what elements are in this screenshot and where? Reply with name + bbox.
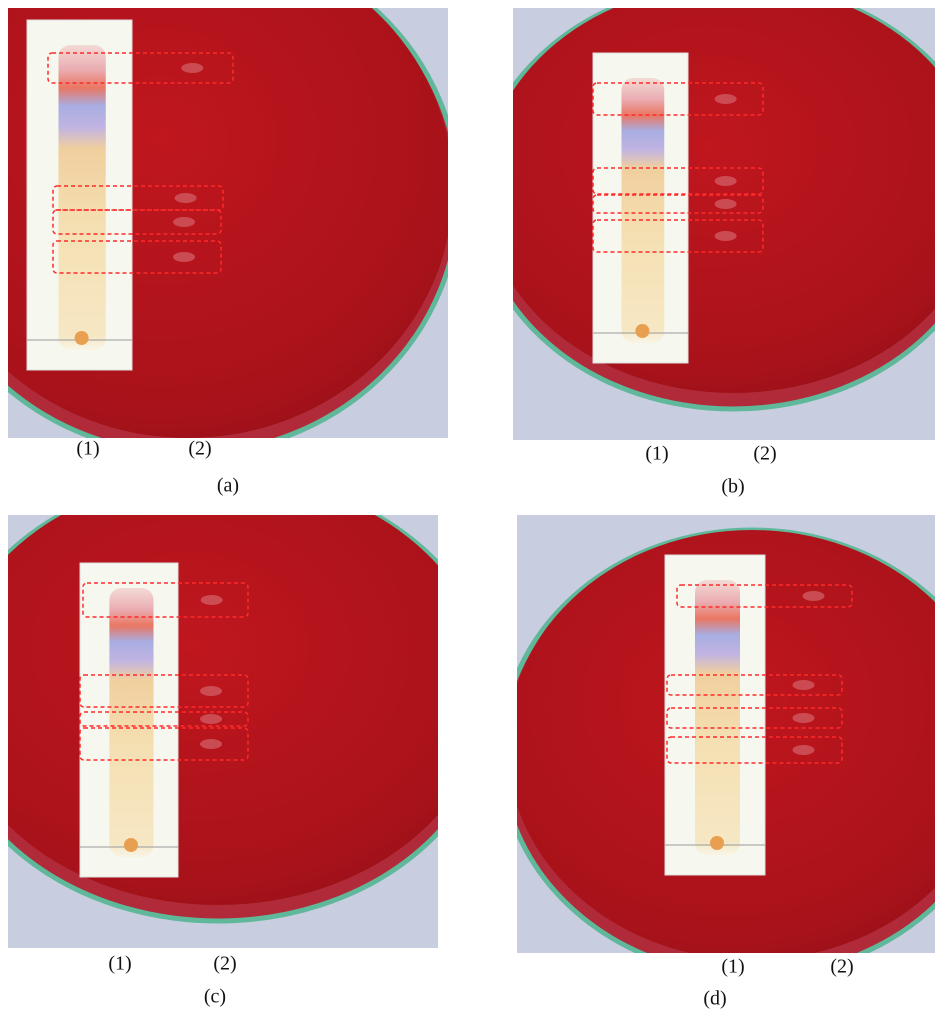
zone [200, 714, 222, 724]
photo [501, 515, 939, 976]
photo [0, 0, 459, 454]
zone [803, 591, 825, 601]
spot [124, 838, 138, 852]
zone [793, 713, 815, 723]
lane-label: (1) [645, 443, 668, 465]
spot [75, 331, 89, 345]
zone [200, 686, 222, 696]
lane-label: (1) [108, 953, 131, 975]
photo [477, 0, 939, 440]
zone [181, 63, 203, 73]
lane [59, 45, 106, 350]
zone [175, 193, 197, 203]
zone [715, 199, 737, 209]
zone [793, 745, 815, 755]
zone [173, 217, 195, 227]
zone [173, 252, 195, 262]
lane [109, 588, 153, 857]
panel-caption: (c) [204, 986, 226, 1008]
spot [710, 836, 724, 850]
lane [695, 580, 740, 855]
lane-label: (2) [188, 438, 211, 460]
panel-caption: (d) [703, 988, 726, 1010]
zone [715, 231, 737, 241]
panel-caption: (b) [721, 476, 744, 498]
zone [201, 595, 223, 605]
zone [793, 680, 815, 690]
lane [622, 78, 665, 343]
panel-caption: (a) [217, 475, 239, 497]
zone [200, 739, 222, 749]
zone [715, 176, 737, 186]
lane-label: (1) [76, 438, 99, 460]
zone [715, 94, 737, 104]
photo [0, 475, 494, 948]
lane-label: (2) [830, 956, 853, 978]
figure: (1) (2) (a) (1) (2) (b) (1) (2) (c) (1) (2) (d) [0, 0, 939, 1010]
lane-label: (2) [213, 953, 236, 975]
lane-label: (2) [753, 443, 776, 465]
spot [635, 324, 649, 338]
lane-label: (1) [721, 956, 744, 978]
